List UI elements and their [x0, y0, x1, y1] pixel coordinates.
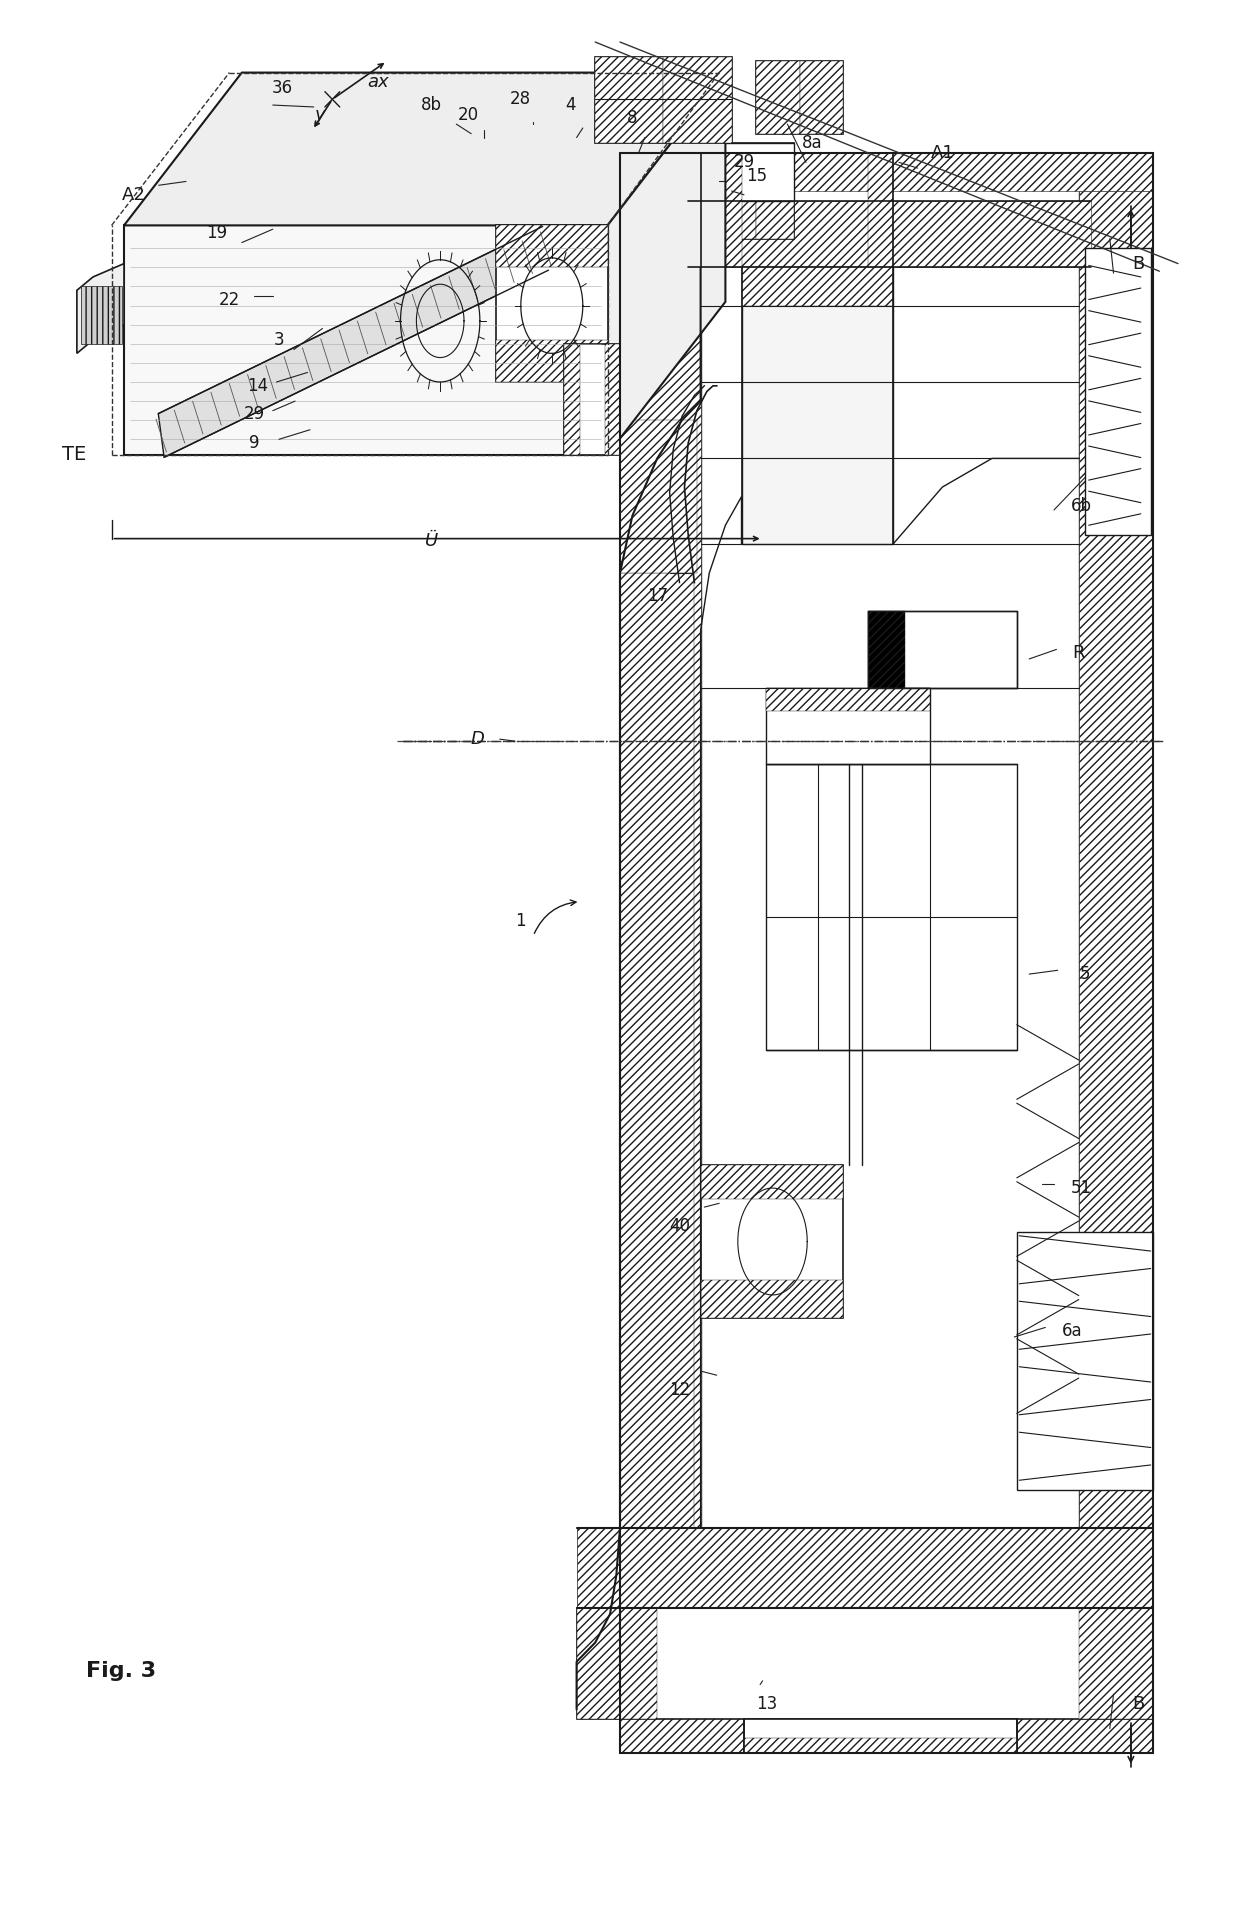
Text: 4: 4 [565, 96, 575, 115]
Bar [620, 573, 694, 1528]
Bar [701, 1280, 843, 1318]
Bar [1079, 1608, 1153, 1719]
Text: 9: 9 [249, 434, 259, 453]
Text: 13: 13 [755, 1694, 777, 1713]
Bar [766, 764, 1017, 1050]
Bar [1017, 1232, 1153, 1490]
Bar [620, 191, 701, 1715]
Text: 8b: 8b [422, 96, 441, 115]
Text: 12: 12 [668, 1381, 691, 1400]
Bar [868, 611, 905, 688]
Bar [800, 61, 843, 134]
Bar [595, 57, 732, 143]
Text: 36: 36 [272, 78, 294, 97]
Polygon shape [608, 73, 725, 455]
Text: 29: 29 [243, 405, 265, 424]
Text: 40: 40 [670, 1217, 689, 1236]
Bar [868, 611, 1017, 688]
Text: 8a: 8a [802, 134, 822, 153]
Text: y: y [315, 105, 325, 124]
Text: 28: 28 [510, 90, 532, 109]
Text: Fig. 3: Fig. 3 [87, 1662, 156, 1681]
Bar [1079, 191, 1153, 1715]
Bar [766, 688, 930, 764]
Bar [688, 201, 1091, 267]
Bar [577, 1608, 657, 1719]
Text: 51: 51 [1070, 1178, 1092, 1198]
Bar [742, 267, 893, 544]
Bar [564, 344, 620, 455]
Bar [496, 225, 608, 267]
Bar [756, 61, 800, 134]
Polygon shape [159, 227, 548, 456]
Text: 15: 15 [745, 166, 768, 185]
Text: 22: 22 [218, 290, 241, 309]
Bar [577, 1528, 1153, 1608]
Bar [744, 1738, 1017, 1753]
Text: 6b: 6b [1071, 497, 1091, 516]
Text: 1: 1 [516, 911, 526, 930]
Text: 20: 20 [458, 105, 480, 124]
Text: 6a: 6a [1063, 1322, 1083, 1341]
Text: 8: 8 [627, 109, 637, 128]
Bar [868, 153, 893, 267]
Bar [756, 201, 794, 239]
Bar [694, 201, 756, 239]
Text: B: B [1132, 254, 1145, 273]
Bar [620, 420, 697, 573]
Polygon shape [77, 264, 124, 353]
Bar [620, 153, 1153, 191]
Bar [663, 57, 732, 143]
Bar [564, 344, 580, 455]
Text: 17: 17 [646, 586, 668, 605]
Bar [81, 286, 122, 344]
Bar [496, 340, 608, 382]
Text: A2: A2 [122, 185, 146, 204]
Bar [605, 344, 620, 455]
Polygon shape [124, 73, 725, 225]
Text: A1: A1 [930, 143, 955, 162]
Bar [701, 1165, 843, 1199]
Text: 3: 3 [274, 330, 284, 350]
Text: R: R [1073, 644, 1085, 663]
Text: Ü: Ü [425, 531, 438, 550]
Bar [1085, 248, 1151, 535]
Text: 19: 19 [206, 223, 228, 243]
Text: 5: 5 [1080, 965, 1090, 984]
Text: B: B [1132, 1694, 1145, 1713]
Bar [744, 1719, 1017, 1753]
Text: 29: 29 [733, 153, 755, 172]
Text: TE: TE [62, 445, 87, 464]
Bar [620, 1706, 1153, 1753]
Bar [701, 1165, 843, 1318]
Bar [694, 143, 794, 239]
Bar [701, 153, 742, 267]
Text: ax: ax [367, 73, 389, 92]
Bar [496, 225, 608, 382]
Bar [766, 688, 930, 711]
Text: 14: 14 [247, 376, 269, 395]
Polygon shape [124, 225, 608, 455]
Bar [595, 57, 663, 143]
Bar [577, 1608, 1153, 1719]
Bar [742, 267, 893, 306]
Bar [694, 143, 794, 201]
Bar [756, 61, 843, 134]
Bar [701, 172, 1079, 1734]
Text: D: D [470, 730, 485, 749]
